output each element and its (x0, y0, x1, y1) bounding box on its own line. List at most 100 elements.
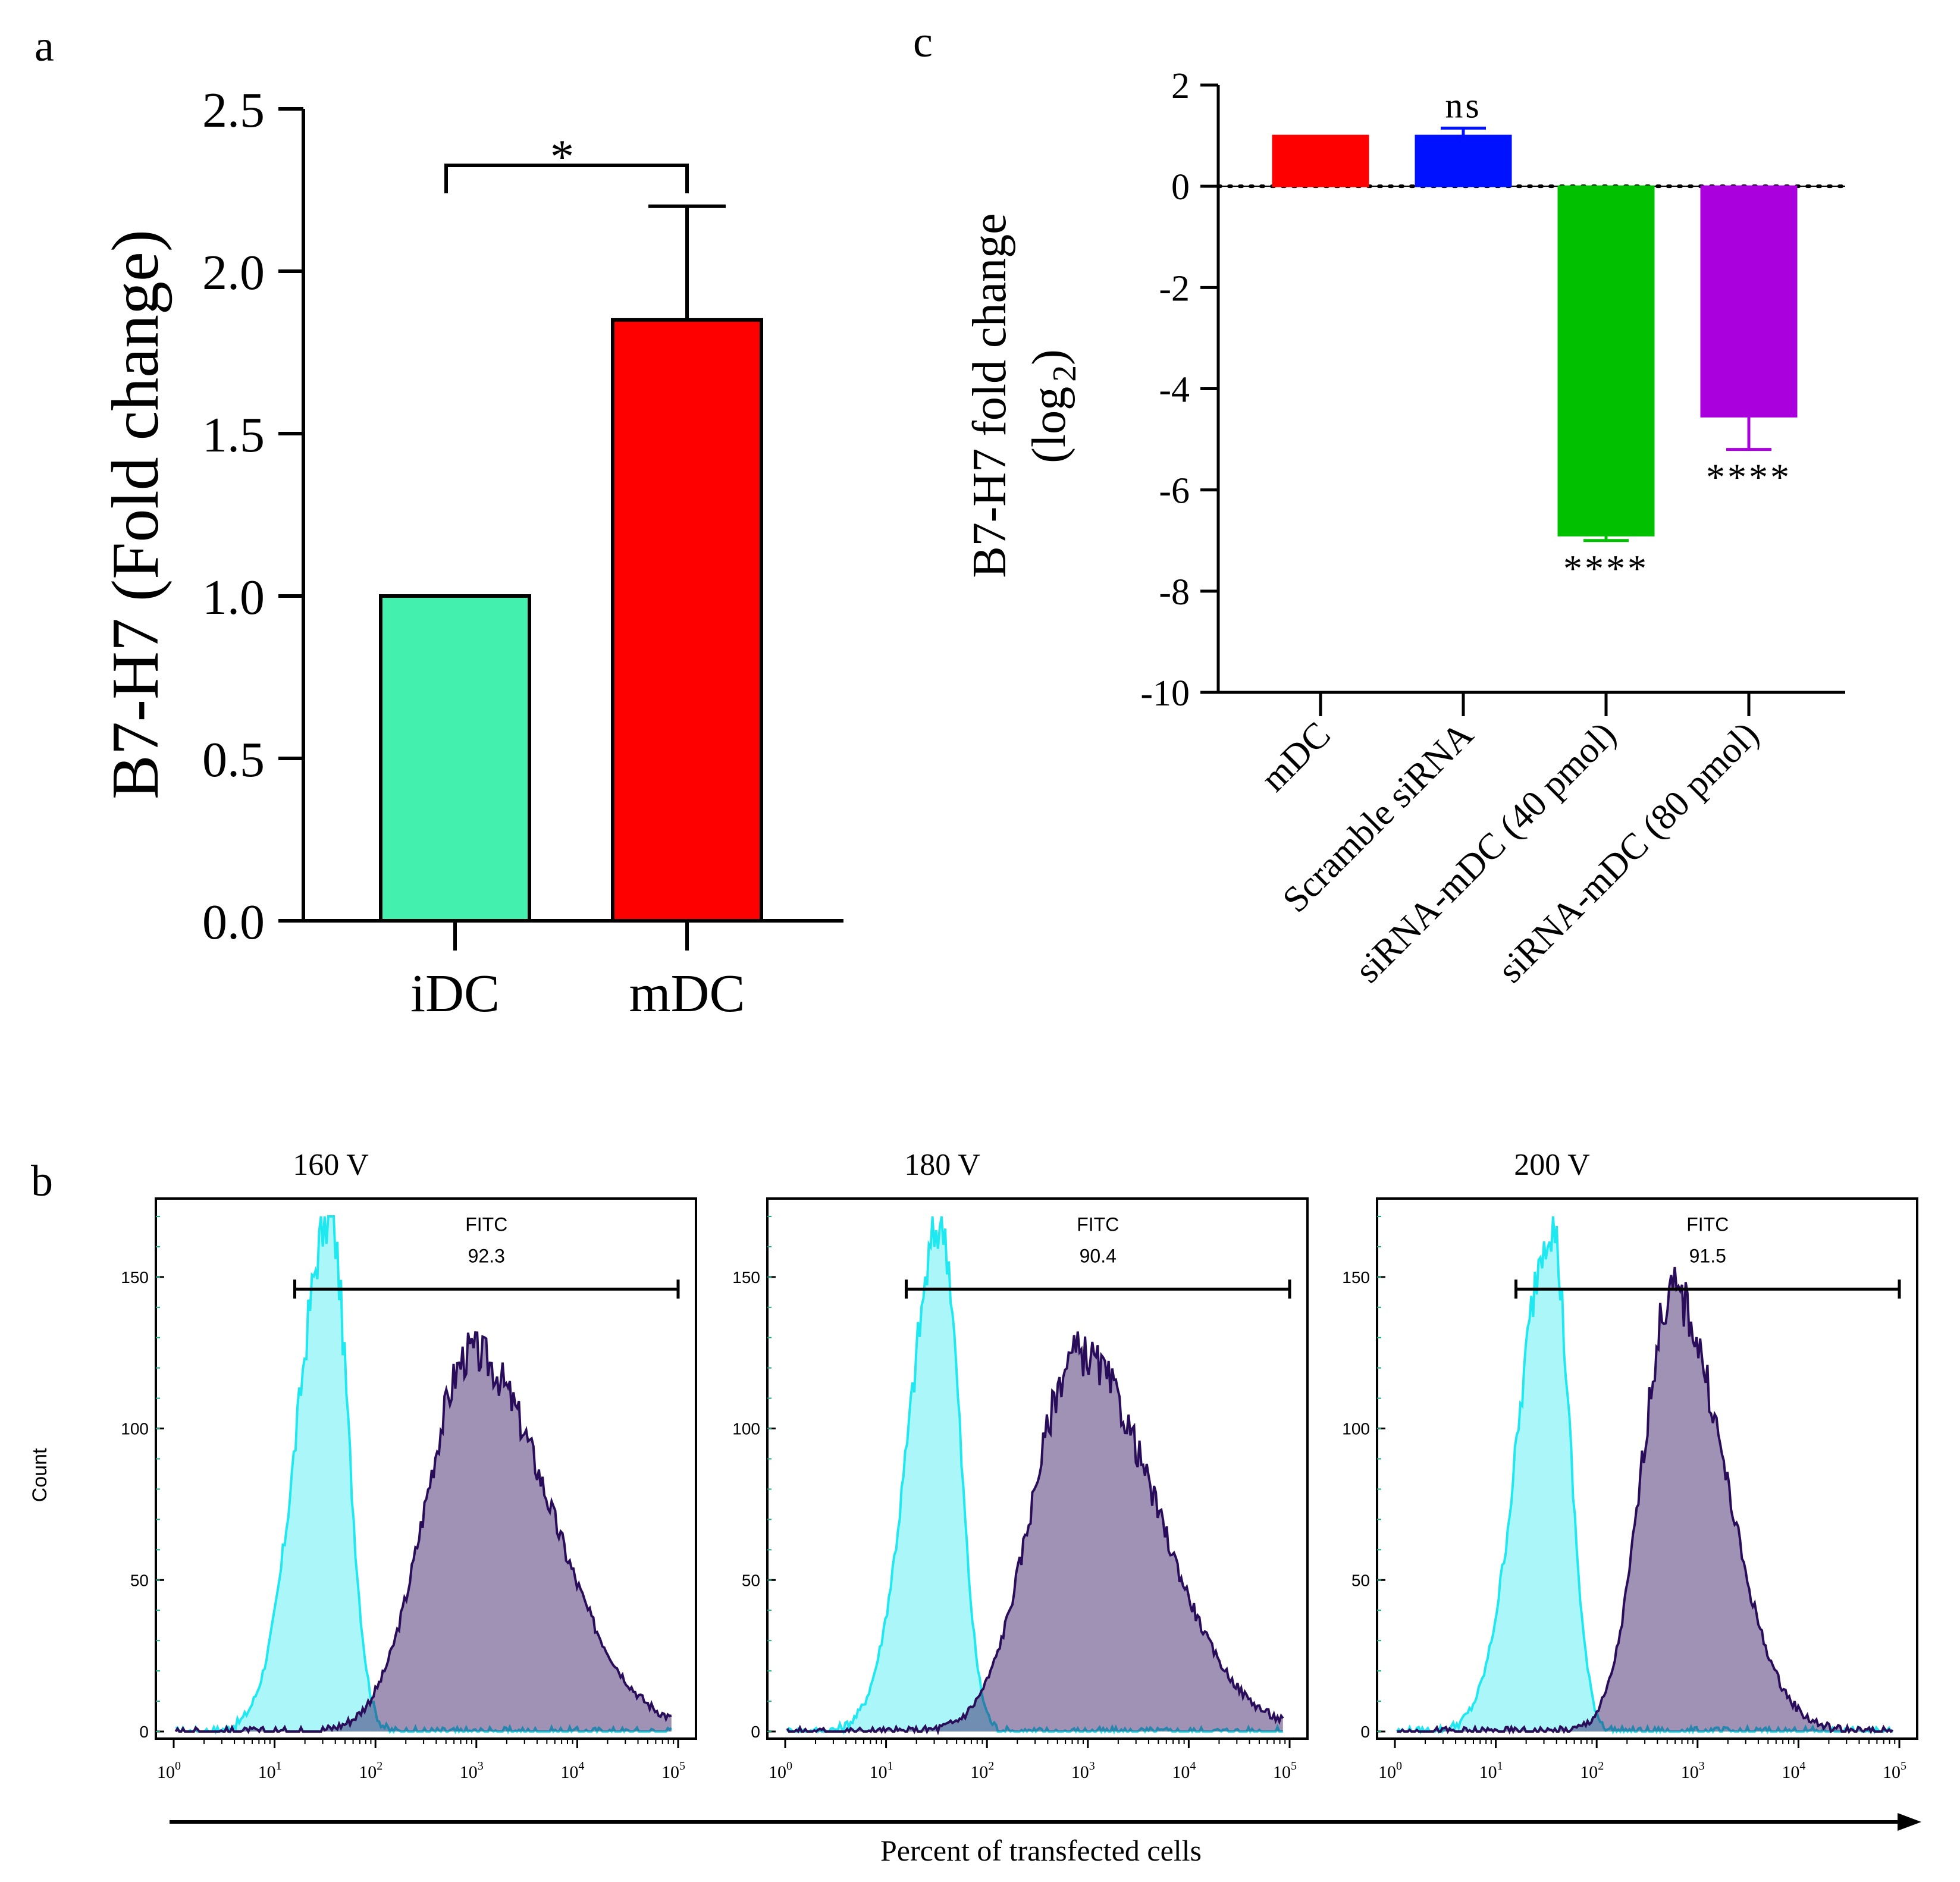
c-significance-label: ns (1445, 86, 1481, 125)
c-y-label-sub: 2 (1046, 365, 1083, 382)
c-y-label-close: ) (1023, 349, 1075, 365)
b-xtick-label: 104 (560, 1759, 584, 1782)
b-xtick-exponent: 2 (1598, 1759, 1604, 1773)
b-xtick-exponent: 2 (988, 1759, 994, 1773)
b-xtick-exponent: 4 (1190, 1759, 1196, 1773)
a-xtick-label-idc: iDC (410, 964, 500, 1023)
b-ytick-label: 150 (121, 1268, 149, 1287)
b-xtick-exponent: 0 (175, 1759, 181, 1773)
b-ytick-label: 50 (1351, 1571, 1370, 1589)
b-xtick-label: 101 (1479, 1759, 1503, 1782)
b-xtick-exponent: 3 (1699, 1759, 1705, 1773)
b-control-histogram-fill (175, 1216, 672, 1732)
a-ytick-label: 2.0 (202, 245, 265, 300)
b-xtick-label: 104 (1172, 1759, 1196, 1782)
c-ytick-label: -4 (1159, 370, 1190, 410)
a-ytick-label: 0.0 (202, 895, 265, 950)
b-xtick-exponent: 4 (578, 1759, 584, 1773)
b-subplot-title: 180 V (904, 1148, 980, 1182)
a-xtick-label-mdc: mDC (629, 964, 745, 1023)
c-ytick-label: 2 (1171, 66, 1190, 106)
b-xtick-label: 100 (769, 1759, 792, 1782)
b-xtick-label: 105 (1883, 1759, 1906, 1782)
b-transfected-histogram-fill (175, 1332, 672, 1732)
b-ytick-label: 150 (732, 1268, 760, 1287)
b-gate-value: 92.3 (468, 1245, 505, 1266)
b-ytick-label: 100 (121, 1420, 149, 1438)
b-ytick-label: 0 (751, 1723, 760, 1741)
b-xtick-exponent: 5 (1901, 1759, 1906, 1773)
b-control-histogram-line (175, 1215, 673, 1735)
b-ytick-label: 0 (139, 1723, 149, 1741)
b-xtick-exponent: 5 (679, 1759, 685, 1773)
a-ytick-label: 0.5 (202, 732, 265, 788)
b-xtick-label: 101 (870, 1759, 893, 1782)
b-xtick-label: 100 (157, 1759, 181, 1782)
c-bar (1272, 134, 1369, 187)
b-plot-frame (155, 1197, 697, 1740)
b-ytick-label: 50 (742, 1571, 760, 1589)
b-ytick-label: 150 (1342, 1268, 1370, 1287)
b-control-histogram-fill (1397, 1216, 1893, 1732)
c-bar (1700, 185, 1798, 418)
b-gate-label: FITC (1077, 1213, 1119, 1235)
panel-label-a: a (35, 22, 54, 71)
b-xtick-exponent: 0 (786, 1759, 792, 1773)
b-xtick-label: 103 (1681, 1759, 1705, 1782)
a-ytick-label: 2.5 (202, 83, 265, 138)
b-xtick-label: 101 (258, 1759, 282, 1782)
panel-a-bar-chart: 0.0 0.5 1.0 1.5 2.0 2.5 iDC mDC B7-H7 (Fold ch… (99, 83, 843, 1023)
b-control-histogram-fill (787, 1216, 1283, 1732)
b-subplot-title: 200 V (1514, 1148, 1590, 1182)
b-plot-frame (766, 1197, 1309, 1740)
b-xtick-exponent: 1 (1497, 1759, 1503, 1773)
b-xtick-exponent: 3 (1089, 1759, 1095, 1773)
b-xtick-label: 105 (661, 1759, 685, 1782)
c-bar (1415, 134, 1512, 187)
c-significance-label: **** (1563, 547, 1649, 589)
b-ytick-label: 100 (1342, 1420, 1370, 1438)
b-transfected-histogram-fill (787, 1331, 1283, 1732)
b-xtick-label: 100 (1378, 1759, 1402, 1782)
b-xtick-label: 104 (1782, 1759, 1805, 1782)
b-plot-frame (1376, 1197, 1918, 1740)
c-ytick-label: -2 (1159, 268, 1190, 309)
b-ytick-label: 100 (732, 1420, 760, 1438)
b-xtick-exponent: 4 (1799, 1759, 1805, 1773)
a-ytick-label: 1.0 (202, 570, 265, 625)
b-xtick-label: 103 (460, 1759, 484, 1782)
b-transfected-histogram-line (786, 1331, 1284, 1736)
a-bar-mdc (611, 318, 763, 923)
b-xtick-label: 102 (970, 1759, 994, 1782)
b-xtick-exponent: 0 (1396, 1759, 1402, 1773)
c-ytick-label: -8 (1159, 572, 1190, 613)
a-y-axis-label: B7-H7 (Fold change) (99, 230, 173, 799)
b-xtick-exponent: 2 (377, 1759, 382, 1773)
b-transfected-histogram-line (174, 1331, 672, 1734)
b-xtick-exponent: 3 (478, 1759, 484, 1773)
c-y-axis-label: B7-H7 fold change (log 2) (964, 213, 1083, 578)
b-control-histogram-line (786, 1216, 1283, 1735)
a-significance-label: * (550, 131, 574, 183)
b-transfected-histogram-line (1397, 1266, 1894, 1735)
a-bar-idc (379, 594, 531, 923)
b-xtick-label: 102 (1580, 1759, 1604, 1782)
b-xtick-label: 105 (1273, 1759, 1297, 1782)
c-ytick-label: 0 (1171, 167, 1190, 208)
c-ytick-label: -10 (1140, 673, 1190, 714)
a-significance-bracket (444, 164, 689, 193)
b-gate-label: FITC (1686, 1213, 1729, 1235)
b-x-axis-label: Percent of transfected cells (880, 1834, 1202, 1867)
b-xtick-label: 103 (1071, 1759, 1095, 1782)
b-transfected-histogram-fill (1397, 1267, 1893, 1732)
b-xtick-exponent: 5 (1291, 1759, 1297, 1773)
b-subplot-title: 160 V (293, 1148, 369, 1182)
panel-label-b: b (31, 1157, 53, 1206)
a-ytick-label: 1.5 (202, 407, 265, 463)
